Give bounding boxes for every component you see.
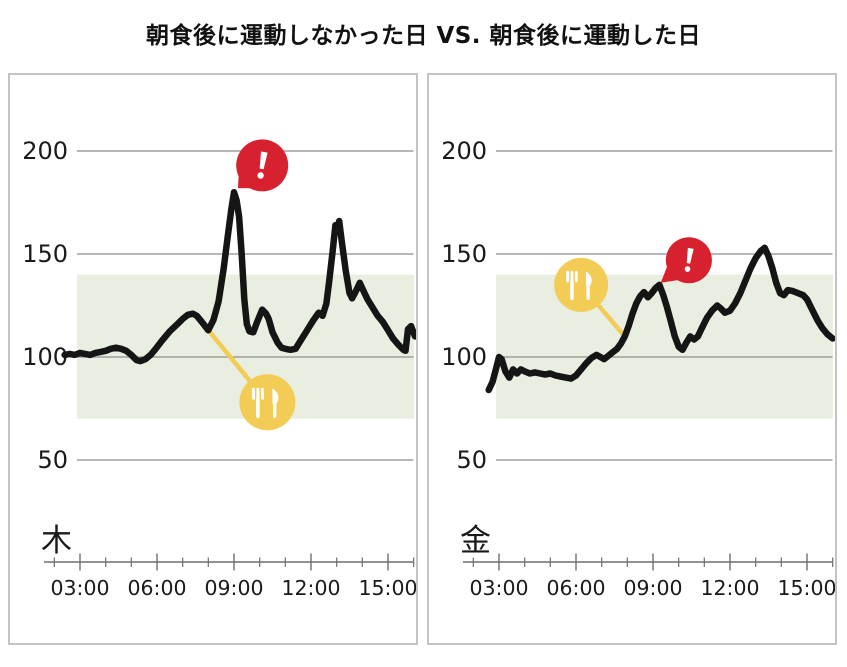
fork-icon xyxy=(251,387,264,419)
chart-panels: 200 150 100 50 03:00 06:00 09:00 12:00 15:00 木 20… xyxy=(0,73,847,645)
page-title: 朝食後に運動しなかった日 VS. 朝食後に運動した日 xyxy=(145,23,702,49)
knife-icon xyxy=(272,388,279,418)
y-axis-label: 150 xyxy=(22,240,68,268)
y-axis-label: 100 xyxy=(441,343,487,371)
alert-balloon xyxy=(660,237,712,284)
glucose-chart-no-exercise: 200 150 100 50 03:00 06:00 09:00 12:00 15:00 木 xyxy=(22,137,416,600)
x-axis-label: 09:00 xyxy=(623,576,682,600)
fork-icon xyxy=(566,270,578,301)
knife-icon xyxy=(585,271,592,301)
exclamation-icon xyxy=(257,151,268,179)
y-axis-label: 50 xyxy=(37,446,68,474)
meal-icon xyxy=(239,374,296,431)
y-axis-label: 200 xyxy=(22,137,68,165)
y-axis-label: 200 xyxy=(441,137,487,165)
day-label: 木 xyxy=(41,523,72,559)
glucose-line xyxy=(485,244,835,394)
exclamation-icon xyxy=(684,247,694,272)
x-axis-label: 12:00 xyxy=(281,576,340,600)
infographic-page: 朝食後に運動しなかった日 VS. 朝食後に運動した日 200 150 100 50 03… xyxy=(0,16,847,645)
x-axis-label: 03:00 xyxy=(50,576,109,600)
y-axis-label: 150 xyxy=(441,240,487,268)
x-axis-label: 09:00 xyxy=(204,576,263,600)
meal-icon xyxy=(554,257,609,312)
alert-balloon xyxy=(236,139,289,192)
x-axis-label: 06:00 xyxy=(546,576,605,600)
chart-panel-no-exercise: 200 150 100 50 03:00 06:00 09:00 12:00 15:00 木 xyxy=(8,73,418,645)
meal-icon-circle xyxy=(239,374,296,431)
x-axis-label: 03:00 xyxy=(469,576,528,600)
glucose-chart-exercise: 200 150 100 50 03:00 06:00 09:00 12:00 15:00 金 xyxy=(441,137,835,600)
day-label: 金 xyxy=(460,523,491,559)
y-axis-label: 100 xyxy=(22,343,68,371)
glucose-line xyxy=(61,188,416,365)
x-axis-label: 15:00 xyxy=(358,576,416,600)
x-axis-label: 15:00 xyxy=(777,576,835,600)
x-axis-label: 12:00 xyxy=(700,576,759,600)
x-axis-label: 06:00 xyxy=(127,576,186,600)
meal-icon-circle xyxy=(554,257,609,312)
chart-panel-exercise: 200 150 100 50 03:00 06:00 09:00 12:00 15:00 金 xyxy=(427,73,837,645)
y-axis-label: 50 xyxy=(456,446,487,474)
